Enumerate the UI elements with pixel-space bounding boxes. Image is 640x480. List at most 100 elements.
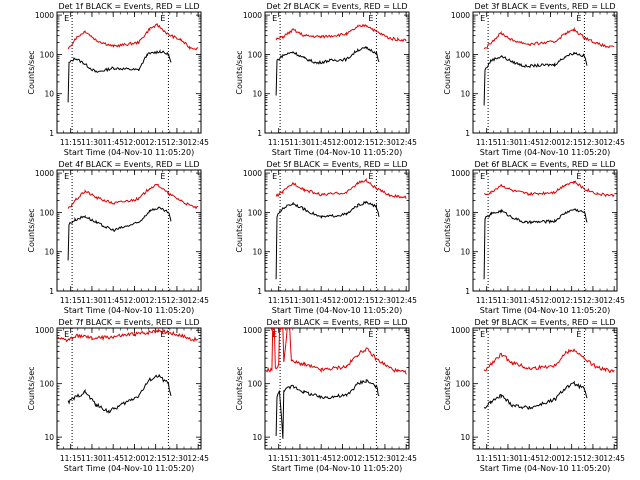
- x-tick-label: 12:30: [582, 454, 604, 463]
- x-tick-label: 12:45: [603, 296, 625, 305]
- y-tick-label: 1: [49, 129, 54, 138]
- x-axis-label: Start Time (04-Nov-10 11:05:20): [272, 148, 402, 157]
- lld-series-line: [483, 26, 615, 50]
- x-tick-label: 11:45: [310, 138, 332, 147]
- x-tick-label: 12:45: [187, 138, 209, 147]
- x-tick-label: 11:30: [497, 454, 519, 463]
- x-tick-label: 11:15: [476, 296, 498, 305]
- plot-frame: [56, 327, 202, 450]
- events-series-line: [67, 48, 172, 103]
- y-tick-label: 1000: [243, 169, 262, 178]
- y-tick-label: 10: [44, 248, 54, 257]
- panel-title: Det 3f BLACK = Events, RED = LLD: [474, 2, 615, 11]
- events-series-line: [67, 206, 172, 261]
- lld-series-line: [275, 23, 407, 43]
- x-tick-label: 11:30: [81, 296, 103, 305]
- panel-title: Det 2f BLACK = Events, RED = LLD: [266, 2, 407, 11]
- marker-e-label: E: [160, 172, 165, 181]
- x-tick-label: 12:30: [374, 296, 396, 305]
- y-tick-label: 1: [257, 287, 262, 296]
- x-tick-label: 12:30: [166, 296, 188, 305]
- lld-series-line: [67, 23, 199, 51]
- y-tick-label: 100: [248, 208, 263, 217]
- marker-e-label: E: [64, 330, 69, 339]
- x-tick-label: 11:30: [289, 454, 311, 463]
- panel-title: Det 5f BLACK = Events, RED = LLD: [266, 160, 407, 169]
- x-tick-label: 12:45: [395, 296, 417, 305]
- x-tick-label: 12:30: [166, 138, 188, 147]
- y-tick-label: 100: [456, 50, 471, 59]
- y-axis-label: Counts/sec: [443, 50, 452, 94]
- panel-title: Det 1f BLACK = Events, RED = LLD: [58, 2, 199, 11]
- y-tick-label: 10: [460, 433, 470, 442]
- x-tick-label: 12:00: [124, 296, 146, 305]
- y-tick-label: 10: [460, 90, 470, 99]
- marker-e-label: E: [64, 14, 69, 23]
- x-tick-label: 12:15: [561, 296, 583, 305]
- panel-det5f: Det 5f BLACK = Events, RED = LLD 1 10 100 10…: [235, 160, 417, 315]
- x-tick-label: 12:45: [395, 454, 417, 463]
- y-tick-label: 1000: [451, 326, 470, 335]
- x-tick-label: 11:45: [102, 454, 124, 463]
- events-series-line: [67, 373, 172, 414]
- x-tick-label: 12:00: [540, 296, 562, 305]
- y-tick-label: 100: [456, 208, 471, 217]
- x-axis-label: Start Time (04-Nov-10 11:05:20): [272, 464, 402, 473]
- x-tick-label: 12:00: [124, 454, 146, 463]
- x-tick-label: 11:15: [268, 296, 290, 305]
- x-axis-label: Start Time (04-Nov-10 11:05:20): [272, 306, 402, 315]
- panel-title: Det 8f BLACK = Events, RED = LLD: [266, 318, 407, 327]
- y-tick-label: 100: [40, 380, 55, 389]
- lld-series-line: [275, 177, 407, 199]
- x-tick-label: 12:45: [187, 454, 209, 463]
- marker-e-label: E: [160, 330, 165, 339]
- plot-frame: [56, 169, 202, 292]
- events-series-line: [483, 208, 588, 280]
- marker-e-label: E: [272, 172, 277, 181]
- panel-det9f: Det 9f BLACK = Events, RED = LLD 10 100 100…: [443, 318, 625, 473]
- marker-e-label: E: [480, 330, 485, 339]
- x-tick-label: 12:30: [374, 138, 396, 147]
- marker-e-label: E: [160, 14, 165, 23]
- x-tick-label: 12:00: [332, 296, 354, 305]
- x-tick-label: 12:15: [145, 296, 167, 305]
- y-tick-label: 10: [252, 248, 262, 257]
- panel-title: Det 6f BLACK = Events, RED = LLD: [474, 160, 615, 169]
- x-tick-label: 12:00: [540, 454, 562, 463]
- x-tick-label: 12:30: [374, 454, 396, 463]
- y-axis-label: Counts/sec: [27, 208, 36, 252]
- panel-title: Det 9f BLACK = Events, RED = LLD: [474, 318, 615, 327]
- x-tick-label: 12:15: [353, 454, 375, 463]
- panel-det3f: Det 3f BLACK = Events, RED = LLD 1 10 100 10…: [443, 2, 625, 157]
- y-tick-label: 10: [44, 90, 54, 99]
- x-tick-label: 12:15: [353, 138, 375, 147]
- x-axis-label: Start Time (04-Nov-10 11:05:20): [480, 306, 610, 315]
- x-tick-label: 11:15: [60, 296, 82, 305]
- y-tick-label: 1000: [35, 11, 54, 20]
- panel-det4f: Det 4f BLACK = Events, RED = LLD 1 10 100 10…: [27, 160, 209, 315]
- lld-series-line: [67, 183, 199, 210]
- marker-e-label: E: [480, 172, 485, 181]
- y-tick-label: 10: [252, 433, 262, 442]
- y-axis-label: Counts/sec: [235, 208, 244, 252]
- x-tick-label: 11:15: [476, 454, 498, 463]
- x-axis-label: Start Time (04-Nov-10 11:05:20): [64, 148, 194, 157]
- x-tick-label: 12:00: [332, 138, 354, 147]
- x-tick-label: 11:30: [497, 296, 519, 305]
- y-tick-label: 1: [465, 129, 470, 138]
- marker-e-label: E: [576, 330, 581, 339]
- x-tick-label: 11:15: [60, 138, 82, 147]
- plot-frame: [472, 11, 618, 134]
- marker-e-label: E: [480, 14, 485, 23]
- y-axis-label: Counts/sec: [27, 366, 36, 410]
- y-tick-label: 100: [456, 380, 471, 389]
- x-axis-label: Start Time (04-Nov-10 11:05:20): [64, 464, 194, 473]
- marker-e-label: E: [576, 172, 581, 181]
- panel-det7f: Det 7f BLACK = Events, RED = LLD 10 100 100…: [27, 318, 209, 473]
- x-tick-label: 11:45: [102, 296, 124, 305]
- events-series-line: [483, 380, 588, 411]
- events-series-line: [275, 379, 380, 439]
- y-tick-label: 1000: [243, 326, 262, 335]
- plot-frame: [472, 327, 618, 450]
